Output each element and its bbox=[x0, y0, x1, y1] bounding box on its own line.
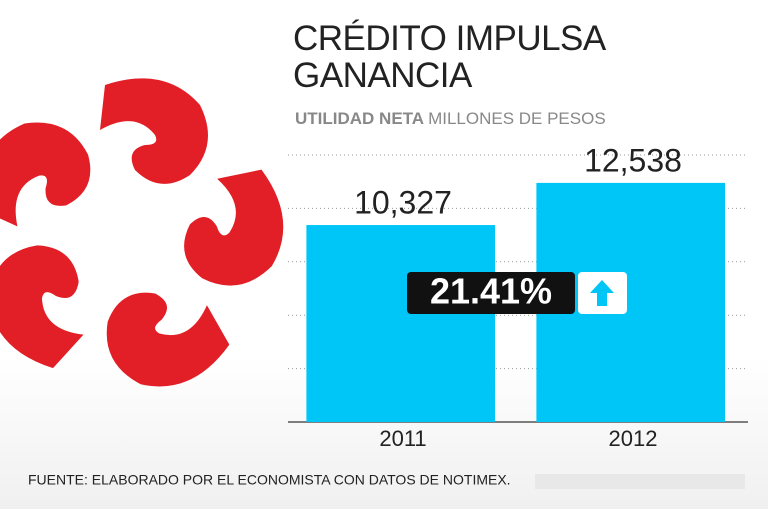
source-bar bbox=[535, 474, 745, 489]
subtitle-bold: UTILIDAD NETA bbox=[295, 109, 424, 128]
logo bbox=[0, 78, 284, 387]
value-label: 12,538 bbox=[584, 142, 682, 178]
source: FUENTE: ELABORADO POR EL ECONOMISTA CON … bbox=[28, 472, 511, 488]
annotation-box bbox=[407, 272, 575, 314]
x-tick-label: 2012 bbox=[609, 426, 658, 451]
annotation: 21.41% bbox=[430, 271, 552, 312]
arrow-icon bbox=[590, 280, 614, 306]
x-tick-label: 2011 bbox=[379, 426, 426, 451]
value-label: 10,327 bbox=[354, 185, 452, 221]
unit: MILLONES DE PESOS bbox=[428, 109, 606, 128]
bar bbox=[306, 225, 495, 422]
chart-title: CRÉDITO IMPULSA GANANCIA bbox=[293, 19, 604, 95]
subtitle: UTILIDAD NETA MILLONES DE PESOS bbox=[295, 109, 606, 128]
